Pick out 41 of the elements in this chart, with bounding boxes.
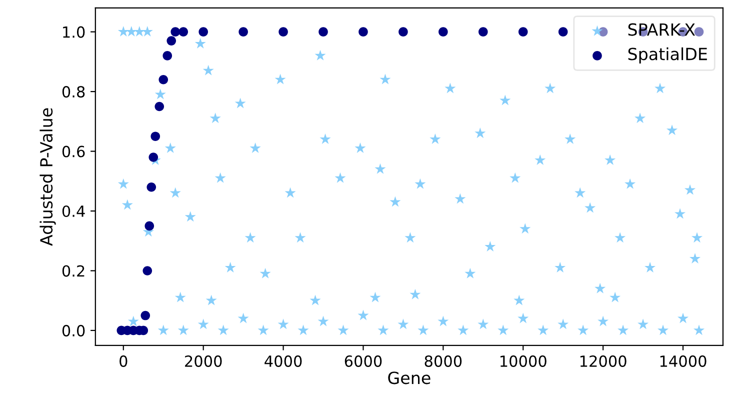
- point: [238, 27, 248, 36]
- point: [694, 27, 704, 36]
- point: [140, 310, 150, 320]
- point: [358, 27, 368, 36]
- y-tick-label: 1.0: [63, 26, 85, 38]
- x-tick-label: 14000: [660, 355, 706, 367]
- point: [178, 27, 188, 36]
- y-tick-label: 0.8: [62, 86, 85, 98]
- point: [158, 74, 168, 84]
- point: [146, 182, 156, 192]
- x-tick-label: 4000: [264, 355, 302, 367]
- point: [558, 27, 568, 36]
- point: [150, 132, 160, 142]
- point: [398, 27, 408, 36]
- x-tick-label: 8000: [424, 355, 462, 367]
- point: [198, 27, 208, 36]
- point: [318, 27, 328, 36]
- point: [154, 102, 164, 112]
- x-tick-label: 10000: [500, 355, 546, 367]
- point: [142, 266, 152, 276]
- y-tick-label: 0.4: [62, 205, 85, 218]
- x-tick-label: 12000: [580, 355, 626, 367]
- point: [162, 51, 172, 60]
- x-axis-title: Gene: [388, 372, 430, 384]
- y-tick-label: 0.2: [62, 265, 84, 277]
- point: [170, 27, 180, 36]
- y-tick-label: 0.6: [62, 146, 85, 158]
- y-axis-title: Adjusted P-Value: [40, 108, 56, 246]
- x-tick-label: 0: [120, 355, 128, 367]
- legend-label: SpatialDE: [628, 47, 707, 64]
- point: [148, 152, 158, 162]
- point: [144, 221, 154, 231]
- point: [438, 27, 448, 36]
- y-tick-label: 0.0: [62, 324, 85, 336]
- x-tick-label: 6000: [344, 355, 382, 367]
- point: [166, 36, 176, 46]
- point: [518, 27, 528, 36]
- point: [278, 27, 288, 36]
- legend-label: SPARK-X: [628, 23, 696, 36]
- x-tick-label: 2000: [185, 355, 222, 367]
- point: [478, 27, 488, 36]
